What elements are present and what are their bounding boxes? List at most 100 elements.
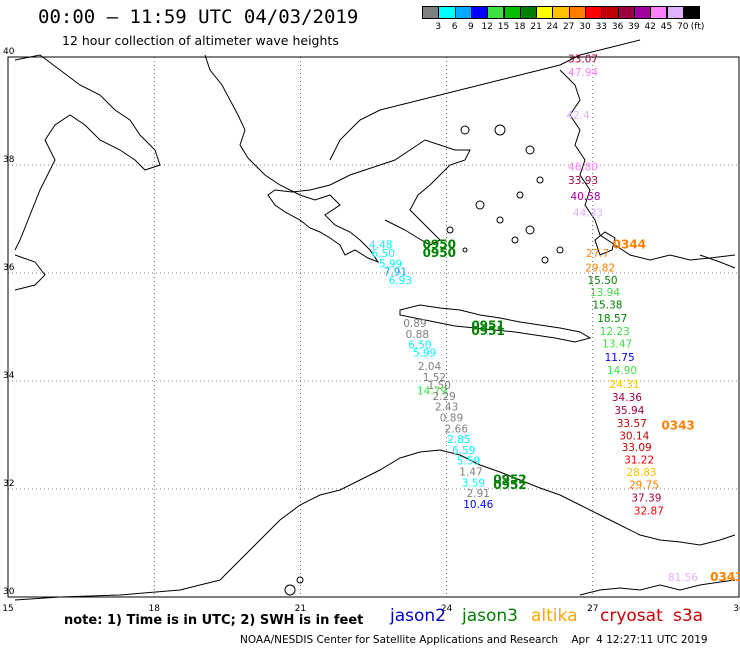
color-scale-label: 21 [530, 22, 542, 32]
island [494, 124, 506, 136]
wave-height-value: 1.50 [428, 380, 451, 392]
wave-height-value: 10.46 [463, 499, 493, 511]
longitude-label: 27 [587, 604, 598, 614]
wave-height-value: 47.94 [568, 67, 598, 79]
coastline-sicily [14, 254, 46, 291]
wave-height-value: 33.07 [568, 53, 598, 65]
color-scale-label: 36 [611, 22, 624, 32]
coastline-rhodes [594, 231, 616, 256]
wave-height-value: 37.39 [631, 492, 661, 504]
island [525, 225, 535, 235]
pass-time-label: 0951 [471, 319, 504, 333]
color-scale-label: 42 [644, 22, 656, 32]
wave-height-value: 2.91 [467, 488, 490, 500]
island [460, 125, 470, 135]
wave-height-value: 2.66 [445, 423, 469, 435]
coastline-north-africa [14, 449, 736, 601]
island [462, 247, 468, 253]
island [496, 216, 504, 224]
coastline-layer [14, 39, 736, 601]
color-scale-label: 12 [481, 22, 493, 32]
wave-height-value: 1.47 [459, 467, 482, 479]
island [536, 176, 544, 184]
color-scale-label: 30 [579, 22, 591, 32]
latitude-label: 34 [3, 371, 15, 381]
wave-height-value: 15.38 [592, 300, 622, 312]
wave-height-value: 24.31 [609, 379, 639, 391]
color-scale-label: 6 [451, 22, 458, 32]
footer-note: note: 1) Time is in UTC; 2) SWH is in fe… [64, 613, 364, 628]
color-scale-label: 27 [562, 22, 575, 32]
color-scale-label: 33 [595, 22, 608, 32]
wave-height-value: 5.99 [413, 348, 436, 360]
wave-height-value: 46.80 [568, 161, 598, 173]
wave-height-value: 6.50 [408, 340, 431, 352]
latitude-label: 32 [3, 479, 14, 489]
wave-height-value: 18.57 [597, 313, 627, 325]
wave-height-value: 5.59 [457, 456, 480, 468]
wave-height-value: 6.93 [389, 275, 412, 287]
wave-height-value: 29.75 [629, 479, 659, 491]
color-scale-label: 24 [546, 22, 559, 32]
color-scale-label: 39 [628, 22, 640, 32]
wave-height-value: 14.79 [417, 386, 447, 398]
wave-height-value: 0.88 [406, 329, 429, 341]
wave-height-value: 6.59 [452, 445, 475, 457]
satellite-legend-cryosat: cryosat [600, 606, 663, 626]
wave-height-value: 13.94 [590, 287, 620, 299]
wave-height-value: 4.48 [369, 240, 392, 252]
coastline-turkey [559, 69, 736, 261]
wave-height-value: 15.50 [588, 275, 618, 287]
color-scale-label: 18 [514, 22, 526, 32]
pass-time-label: 0343 [661, 419, 694, 433]
longitude-label: 21 [295, 604, 306, 614]
wave-height-value: 2.43 [435, 402, 458, 414]
coastline-greece [247, 139, 471, 264]
color-scale-label: 3 [435, 22, 442, 32]
axis-labels: 15 18 21 24 27 30 40 38 36 34 32 30 [2, 47, 740, 614]
map-frame [7, 56, 740, 598]
page-subtitle: 12 hour collection of altimeter wave hei… [62, 33, 339, 48]
island [556, 246, 564, 254]
latitude-label: 30 [3, 587, 15, 597]
coastline-albania [204, 54, 249, 159]
wave-height-value: 12.23 [600, 326, 630, 338]
latitude-label: 38 [3, 155, 15, 165]
island [446, 226, 454, 234]
satellite-legend-jason3: jason3 [462, 606, 518, 626]
wave-height-value: 33.93 [568, 175, 598, 187]
satellite-legend-s3a: s3a [673, 606, 704, 626]
wave-height-value: 0.89 [440, 413, 463, 425]
wave-height-value: 40.58 [570, 191, 600, 203]
wave-height-value: 2.85 [447, 434, 470, 446]
longitude-label: 30 [733, 604, 740, 614]
wave-height-value: 11.75 [605, 352, 635, 364]
pass-time-label: 0952 [493, 478, 526, 492]
wave-height-value: 30.14 [619, 430, 649, 442]
longitude-label: 24 [441, 604, 453, 614]
longitude-label: 15 [2, 604, 13, 614]
wave-height-value: 2.04 [418, 361, 442, 373]
wave-height-value: 3.59 [462, 477, 485, 489]
wave-height-value: 42.4 [566, 110, 590, 122]
satellite-legend-jason2: jason2 [390, 606, 446, 626]
coastline-italy [14, 54, 161, 251]
wave-height-value: 7.91 [384, 267, 407, 279]
wave-height-value: 14.90 [607, 365, 637, 377]
wave-height-observations: 33.07 47.94 42.4 46.80 33.93 40.58 44.33 27.7 29… [369, 53, 698, 583]
coastline-crete [399, 304, 592, 343]
wave-height-value: 6.50 [372, 248, 395, 260]
footer-credit: NOAA/NESDIS Center for Satellite Applica… [240, 634, 708, 646]
wave-height-value: 27.7 [586, 248, 609, 260]
pass-time-label: 0343 [710, 570, 740, 584]
pass-time-label: 0344 [613, 238, 646, 252]
pass-time-label: 0951 [471, 324, 504, 338]
island [284, 584, 296, 596]
island [475, 200, 485, 210]
island [511, 236, 519, 244]
wave-height-value: 1.52 [423, 372, 446, 384]
wave-height-value: 44.33 [573, 207, 603, 219]
wave-height-value: 28.83 [627, 467, 657, 479]
